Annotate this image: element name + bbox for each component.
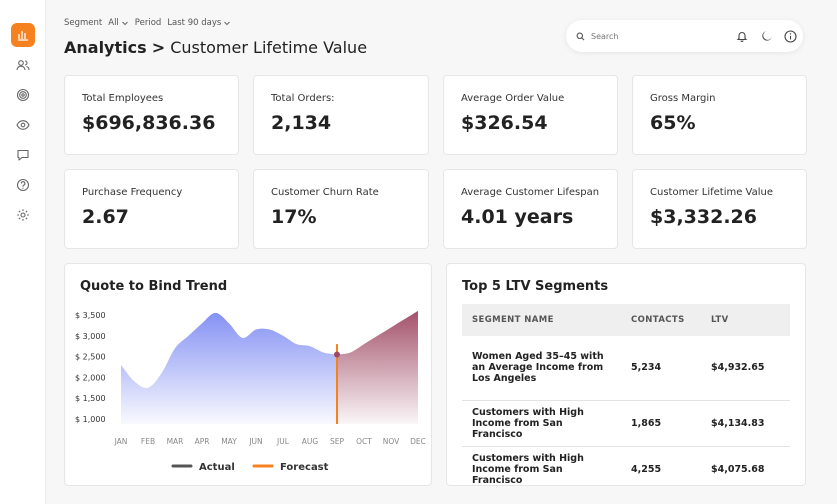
y-axis-tick-label: $ 1,500 (75, 394, 106, 403)
y-axis-tick-label: $ 1,000 (75, 415, 106, 424)
top-toolbar (566, 20, 803, 52)
kpi-card-customer-lifetime-value: Customer Lifetime Value $3,332.26 (632, 169, 807, 249)
segments-title: Top 5 LTV Segments (462, 279, 609, 294)
period-filter-label: Period (134, 18, 162, 28)
breadcrumb-separator: > (151, 38, 166, 57)
target-icon[interactable] (14, 86, 32, 104)
help-icon[interactable] (14, 176, 32, 194)
notification-bell-icon[interactable] (734, 28, 750, 44)
segment-filter-label: Segment (64, 18, 103, 28)
kpi-value: $326.54 (461, 112, 548, 134)
kpi-value: 2.67 (82, 206, 129, 228)
kpi-card-total-employees: Total Employees $696,836.36 (64, 75, 239, 155)
x-axis-tick-label: FEB (141, 437, 155, 446)
table-row[interactable]: Women Aged 35–45 with an Average Income … (462, 336, 790, 401)
top-ltv-segments-panel: Top 5 LTV Segments SEGMENT NAME CONTACTS… (446, 263, 806, 486)
actual-area (121, 312, 337, 424)
search-icon (576, 32, 585, 40)
segments-table: SEGMENT NAME CONTACTS LTV Women Aged 35–… (462, 304, 790, 486)
sidebar (0, 0, 46, 504)
settings-gear-icon[interactable] (14, 206, 32, 224)
x-axis-tick-label: MAR (167, 437, 184, 446)
eye-icon[interactable] (14, 116, 32, 134)
kpi-label: Gross Margin (650, 93, 716, 104)
segment-name-cell: Customers with High Income from San Fran… (462, 400, 621, 447)
kpi-value: $696,836.36 (82, 112, 216, 134)
users-icon[interactable] (14, 56, 32, 74)
x-axis-tick-label: AUG (302, 437, 319, 446)
kpi-label: Total Orders: (271, 93, 335, 104)
kpi-card-average-customer-lifespan: Average Customer Lifespan 4.01 years (443, 169, 618, 249)
kpi-card-purchase-frequency: Purchase Frequency 2.67 (64, 169, 239, 249)
segment-filter-dropdown[interactable]: All (108, 18, 129, 28)
period-filter-dropdown[interactable]: Last 90 days (167, 18, 231, 28)
search-box (576, 26, 716, 46)
contacts-cell: 1,865 (621, 400, 701, 447)
chart-title: Quote to Bind Trend (80, 279, 228, 294)
kpi-value: 17% (271, 206, 317, 228)
filter-bar: Segment All Period Last 90 days (64, 18, 231, 28)
breadcrumb-current-page: Customer Lifetime Value (170, 38, 368, 57)
kpi-value: 2,134 (271, 112, 332, 134)
contacts-cell: 4,255 (631, 463, 662, 475)
forecast-area (337, 310, 418, 424)
x-axis-tick-label: JUN (248, 437, 262, 446)
segment-name-cell: Customers with High Income from San Fran… (472, 452, 584, 486)
x-axis-tick-label: APR (195, 437, 210, 446)
legend-actual-label: Actual (199, 462, 235, 473)
ltv-cell: $4,075.68 (711, 463, 765, 475)
page-title: Analytics > Customer Lifetime Value (64, 38, 367, 57)
kpi-label: Customer Churn Rate (271, 187, 379, 198)
kpi-card-customer-churn-rate: Customer Churn Rate 17% (253, 169, 429, 249)
x-axis-tick-label: JUL (276, 437, 290, 446)
kpi-card-total-orders: Total Orders: 2,134 (253, 75, 429, 155)
y-axis-tick-label: $ 2,500 (75, 353, 106, 362)
table-row[interactable]: Customers with High Income from San Fran… (462, 400, 790, 447)
info-icon[interactable] (782, 28, 798, 44)
breadcrumb-section[interactable]: Analytics (64, 38, 147, 57)
y-axis-tick-label: $ 2,000 (75, 373, 106, 382)
period-filter-value: Last 90 days (167, 18, 222, 28)
x-axis-tick-label: MAY (221, 437, 237, 446)
trend-chart: $ 3,500 $ 3,000 $ 2,500 $ 2,000 $ 1,500 $ 1,0… (75, 310, 426, 473)
x-axis-tick-label: NOV (383, 437, 400, 446)
kpi-label: Customer Lifetime Value (650, 187, 774, 198)
kpi-label: Purchase Frequency (82, 187, 183, 198)
x-axis-tick-label: DEC (410, 437, 426, 446)
kpi-label: Average Order Value (461, 93, 565, 104)
ltv-cell: $4,134.83 (701, 400, 790, 447)
column-header-contacts[interactable]: CONTACTS (621, 304, 701, 336)
quote-to-bind-trend-panel: Quote to Bind Trend $ 3,500 $ 3,000 $ 2,50… (64, 263, 432, 486)
table-header-row: SEGMENT NAME CONTACTS LTV (462, 304, 790, 336)
y-axis-tick-label: $ 3,500 (75, 311, 106, 320)
contacts-cell: 5,234 (621, 336, 701, 401)
chevron-down-icon (121, 21, 128, 26)
column-header-segment-name[interactable]: SEGMENT NAME (462, 304, 621, 336)
kpi-value: 4.01 years (461, 206, 574, 228)
kpi-card-average-order-value: Average Order Value $326.54 (443, 75, 618, 155)
kpi-value: 65% (650, 112, 696, 134)
kpi-value: $3,332.26 (650, 206, 757, 228)
forecast-start-marker-dot (334, 351, 340, 358)
segment-filter-value: All (108, 18, 119, 28)
x-axis-tick-label: JAN (114, 437, 128, 446)
chat-icon[interactable] (14, 146, 32, 164)
column-header-ltv[interactable]: LTV (701, 304, 790, 336)
y-axis-tick-label: $ 3,000 (75, 332, 106, 341)
legend-forecast-label: Forecast (280, 462, 329, 473)
chevron-down-icon (224, 21, 231, 26)
kpi-card-gross-margin: Gross Margin 65% (632, 75, 807, 155)
kpi-label: Average Customer Lifespan (461, 187, 600, 198)
table-row[interactable]: Customers with High Income from San Fran… (462, 446, 790, 486)
x-axis-tick-label: OCT (356, 437, 372, 446)
ltv-cell: $4,932.65 (701, 336, 790, 401)
search-input[interactable] (591, 31, 701, 41)
analytics-logo-icon[interactable] (11, 23, 35, 47)
segment-name-cell: Women Aged 35–45 with an Average Income … (462, 336, 621, 401)
kpi-label: Total Employees (82, 93, 164, 104)
dark-mode-moon-icon[interactable] (759, 28, 775, 44)
x-axis-tick-label: SEP (330, 437, 344, 446)
